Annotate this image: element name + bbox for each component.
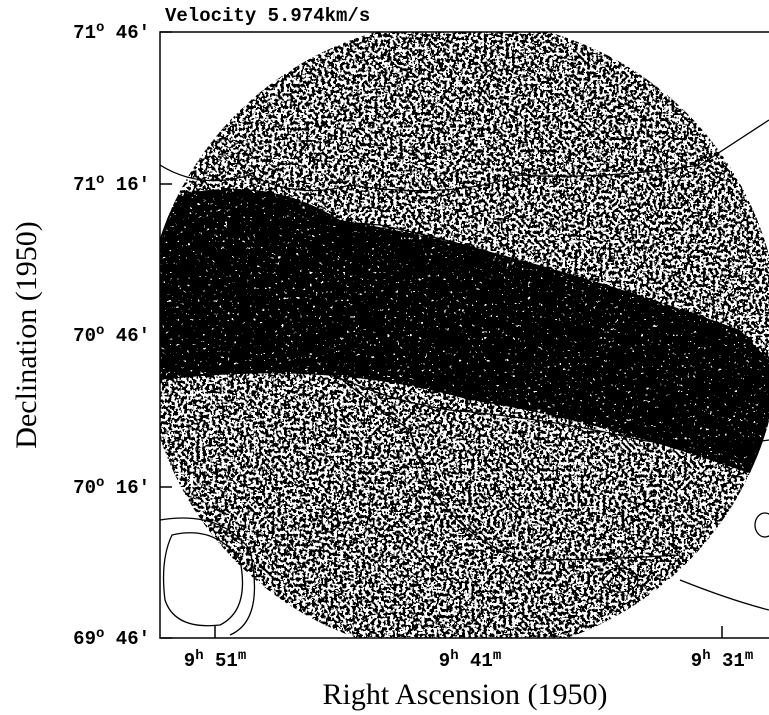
tick-text: 16′ bbox=[104, 174, 150, 196]
superscript: o bbox=[96, 172, 104, 188]
superscript: o bbox=[96, 20, 104, 36]
tick-text: 41 bbox=[459, 650, 493, 672]
tick-text: 9 bbox=[691, 650, 702, 672]
x-axis-label: Right Ascension (1950) bbox=[323, 678, 608, 711]
tick-text: 9 bbox=[439, 650, 450, 672]
map bbox=[160, 32, 769, 638]
x-tick-label: 9h 51m bbox=[184, 648, 246, 672]
x-tick-label: 9h 41m bbox=[439, 648, 501, 672]
y-axis-label: Declination (1950) bbox=[10, 221, 43, 448]
tick-text: 69 bbox=[73, 628, 96, 650]
superscript: m bbox=[745, 648, 753, 664]
superscript: o bbox=[96, 475, 104, 491]
tick-text: 9 bbox=[184, 650, 195, 672]
tick-text: 46′ bbox=[104, 22, 150, 44]
y-tick-label: 71o 16′ bbox=[73, 172, 150, 196]
x-tick-label: 9h 31m bbox=[691, 648, 753, 672]
superscript: h bbox=[450, 648, 458, 664]
superscript: h bbox=[702, 648, 710, 664]
contours bbox=[160, 119, 769, 636]
tick-text: 46′ bbox=[104, 628, 150, 650]
tick-text: 71 bbox=[73, 22, 96, 44]
y-tick-label: 70o 16′ bbox=[73, 475, 150, 499]
tick-text: 71 bbox=[73, 174, 96, 196]
chart-title: Velocity 5.974km/s bbox=[165, 5, 370, 27]
tick-text: 70 bbox=[73, 325, 96, 347]
superscript: m bbox=[493, 648, 501, 664]
superscript: o bbox=[96, 626, 104, 642]
tick-text: 51 bbox=[204, 650, 238, 672]
superscript: h bbox=[195, 648, 203, 664]
y-tick-label: 71o 46′ bbox=[73, 20, 150, 44]
tick-text: 46′ bbox=[104, 325, 150, 347]
y-tick-label: 70o 46′ bbox=[73, 323, 150, 347]
tick-text: 70 bbox=[73, 477, 96, 499]
superscript: o bbox=[96, 323, 104, 339]
tick-text: 16′ bbox=[104, 477, 150, 499]
y-tick-label: 69o 46′ bbox=[73, 626, 150, 650]
tick-text: 31 bbox=[711, 650, 745, 672]
superscript: m bbox=[238, 648, 246, 664]
